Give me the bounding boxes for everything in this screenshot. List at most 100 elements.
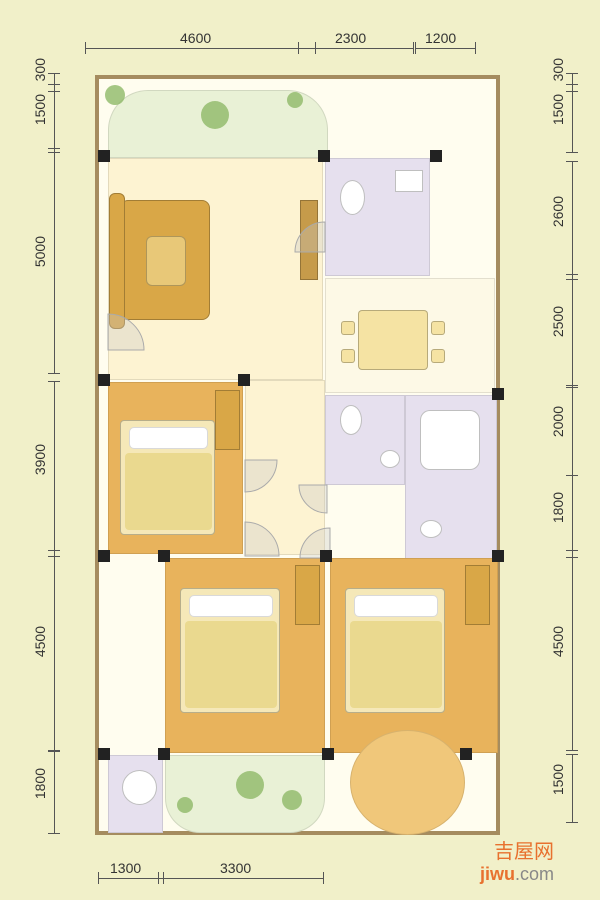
tv-unit-icon [300,200,318,280]
dim-tick [566,754,578,755]
dim-label: 1800 [550,492,566,523]
dim-label: 1500 [550,94,566,125]
dim-line [572,475,573,557]
dim-tick [566,274,578,275]
column-icon [98,374,110,386]
dim-tick [48,751,60,752]
dim-line [98,878,163,879]
dim-tick [566,73,578,74]
watermark-cn: 吉屋网 [480,840,554,864]
dim-tick [323,872,324,884]
column-icon [320,550,332,562]
dim-tick [566,84,578,85]
dim-tick [475,42,476,54]
sink-2-icon [380,450,400,468]
column-icon [430,150,442,162]
sofa-icon [120,200,210,320]
wardrobe-1-icon [215,390,240,450]
plant-icon [105,85,125,105]
column-icon [238,374,250,386]
plant-icon [201,101,229,129]
dim-tick [566,550,578,551]
column-icon [492,388,504,400]
wardrobe-3-icon [465,565,490,625]
toilet-2-icon [340,405,362,435]
dim-line [298,48,413,49]
dim-line [85,48,315,49]
dim-label: 3900 [32,444,48,475]
dim-tick [98,872,99,884]
dim-tick [48,381,60,382]
dim-tick [566,385,578,386]
dim-line [54,84,55,152]
washer-icon [122,770,157,805]
dim-label: 1500 [550,764,566,795]
watermark-en-suffix: .com [515,864,554,884]
dim-label: 4500 [550,626,566,657]
column-icon [98,150,110,162]
bed-3-icon [345,588,445,713]
dim-tick [566,152,578,153]
dim-line [415,48,475,49]
room-hallway [245,380,325,555]
dim-label: 1300 [110,860,141,876]
plant-icon [236,771,264,799]
dim-label: 5000 [32,236,48,267]
watermark-en: jiwu.com [480,864,554,886]
dim-line [54,751,55,833]
column-icon [318,150,330,162]
dim-line [572,274,573,387]
dim-line [54,550,55,750]
room-balcony-br [350,730,465,835]
dim-label: 4500 [32,626,48,657]
plant-icon [282,790,302,810]
dim-line [54,148,55,373]
dim-label: 1200 [425,30,456,46]
column-icon [98,748,110,760]
dim-tick [298,42,299,54]
dim-line [572,161,573,279]
dim-tick [48,373,60,374]
dim-tick [158,872,159,884]
column-icon [158,748,170,760]
dim-line [572,550,573,750]
dim-label: 2500 [550,306,566,337]
dining-table-icon [358,310,428,370]
watermark: 吉屋网jiwu.com [480,840,554,886]
room-bathroom-2 [325,395,405,485]
sink-1-icon [395,170,423,192]
dim-tick [48,550,60,551]
dim-tick [566,822,578,823]
dim-line [572,385,573,475]
column-icon [492,550,504,562]
dim-label: 3300 [220,860,251,876]
dim-line [572,754,573,822]
dim-tick [566,161,578,162]
bed-2-icon [180,588,280,713]
shower-3-icon [420,410,480,470]
wardrobe-2-icon [295,565,320,625]
dim-label: 1800 [32,768,48,799]
plant-icon [177,797,193,813]
dim-tick [566,750,578,751]
dim-tick [413,42,414,54]
plant-icon [287,92,303,108]
dim-label: 300 [32,58,48,81]
dim-label: 2300 [335,30,366,46]
dim-tick [48,148,60,149]
dim-tick [48,84,60,85]
dim-line [54,381,55,556]
column-icon [460,748,472,760]
dim-label: 4600 [180,30,211,46]
dim-label: 2000 [550,406,566,437]
column-icon [158,550,170,562]
dim-label: 2600 [550,196,566,227]
sink-3-icon [420,520,442,538]
column-icon [98,550,110,562]
column-icon [322,748,334,760]
dim-tick [85,42,86,54]
dim-line [572,84,573,152]
dim-tick [415,42,416,54]
toilet-1-icon [340,180,365,215]
dim-tick [48,73,60,74]
